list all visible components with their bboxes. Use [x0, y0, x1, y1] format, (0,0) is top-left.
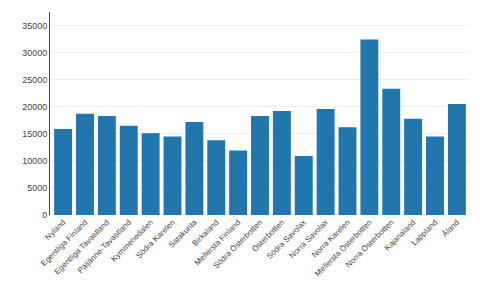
svg-text:Mellersta Finland: Mellersta Finland [193, 218, 242, 267]
svg-text:30000: 30000 [22, 48, 47, 58]
svg-text:Norra Österbotten: Norra Österbotten [344, 218, 396, 270]
svg-text:Birkaland: Birkaland [191, 218, 221, 248]
svg-text:15000: 15000 [22, 129, 47, 139]
svg-text:Kymmenedalen: Kymmenedalen [109, 218, 155, 264]
svg-text:Lappland: Lappland [410, 218, 440, 248]
svg-text:10000: 10000 [22, 156, 47, 166]
svg-text:35000: 35000 [22, 21, 47, 31]
svg-text:25000: 25000 [22, 75, 47, 85]
svg-text:Egentliga Tavastland: Egentliga Tavastland [53, 218, 111, 276]
svg-text:0: 0 [42, 210, 47, 220]
svg-text:Norra Karelen: Norra Karelen [310, 218, 352, 260]
svg-text:Päijänne-Tavastland: Päijänne-Tavastland [76, 218, 133, 275]
svg-text:Södra Österbotten: Södra Österbotten [212, 218, 265, 271]
svg-text:Satakunta: Satakunta [167, 217, 199, 249]
svg-text:Södra Karelen: Södra Karelen [134, 218, 177, 261]
svg-text:Norra Savolax: Norra Savolax [288, 218, 330, 260]
svg-text:Nyland: Nyland [43, 218, 67, 242]
svg-text:20000: 20000 [22, 102, 47, 112]
svg-text:Åland: Åland [440, 218, 461, 239]
svg-text:Kajanaland: Kajanaland [383, 218, 418, 253]
svg-text:Egentliga Finland: Egentliga Finland [39, 218, 89, 268]
svg-text:5000: 5000 [27, 183, 47, 193]
svg-text:Österbotten: Österbotten [250, 218, 286, 254]
svg-text:Mellersta Österbotten: Mellersta Österbotten [313, 218, 373, 278]
svg-text:Södra Savolax: Södra Savolax [265, 218, 308, 261]
